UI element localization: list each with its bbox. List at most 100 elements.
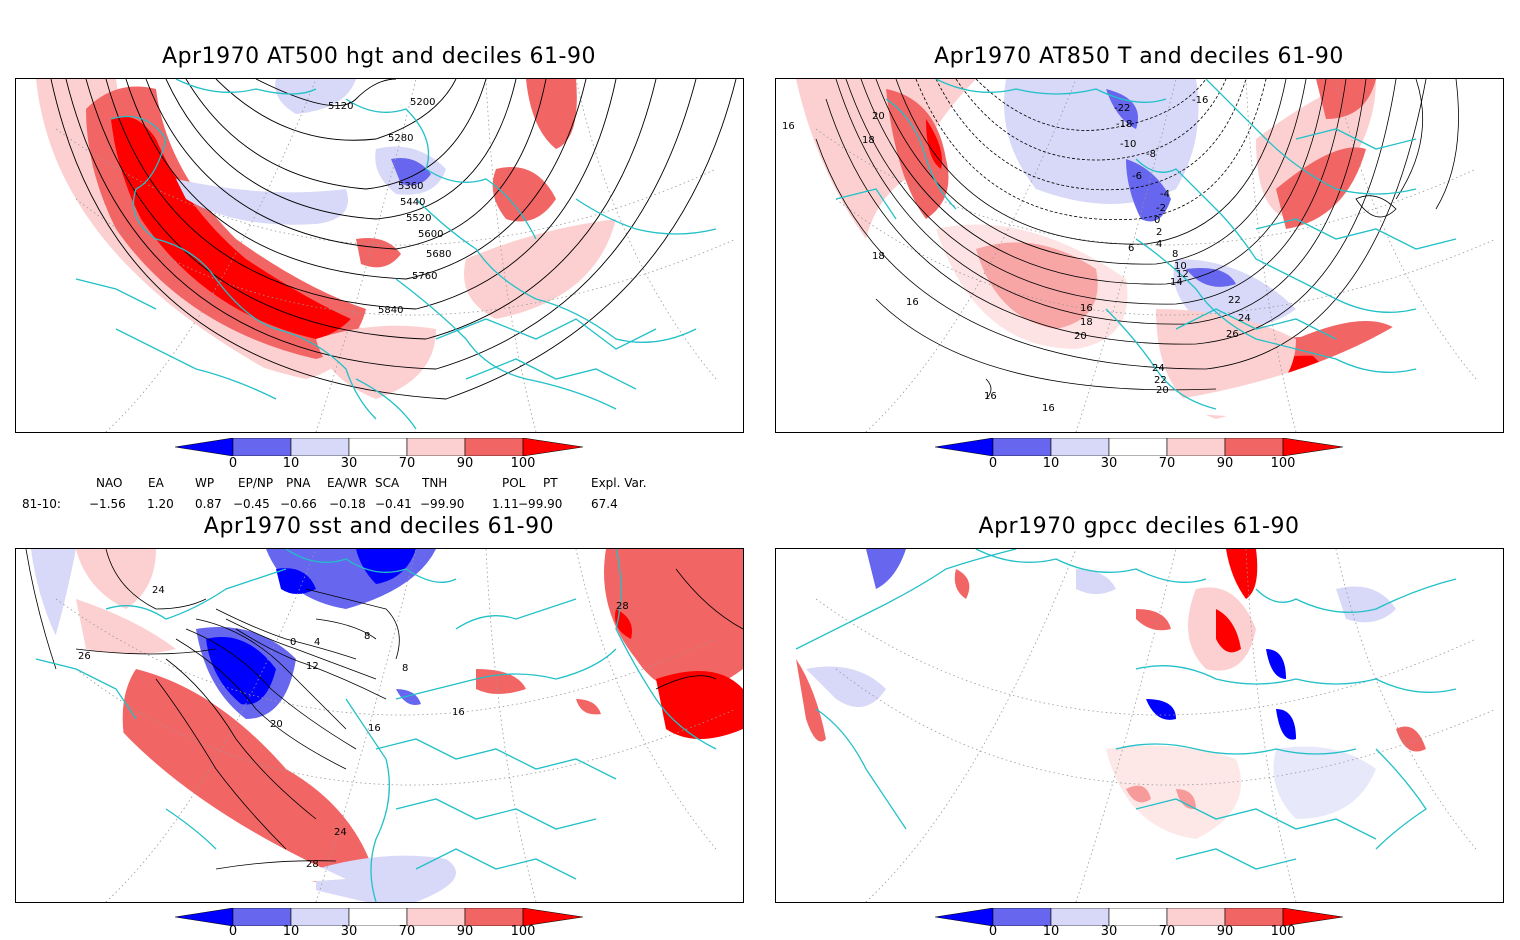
idx-value: −0.45 xyxy=(233,497,270,511)
cb-tick: 90 xyxy=(1216,456,1234,471)
cb-tick: 100 xyxy=(510,456,536,471)
svg-text:-16: -16 xyxy=(1192,95,1208,106)
idx-value: 0.87 xyxy=(195,497,222,511)
cb-tick: 10 xyxy=(1042,456,1060,471)
svg-text:16: 16 xyxy=(1042,403,1055,414)
svg-text:12: 12 xyxy=(1176,269,1189,280)
cb-tick: 70 xyxy=(398,456,416,471)
svg-text:5360: 5360 xyxy=(398,181,423,192)
svg-text:6: 6 xyxy=(1128,243,1134,254)
svg-text:4: 4 xyxy=(1156,239,1162,250)
cb-tick: 0 xyxy=(228,456,238,471)
svg-text:5680: 5680 xyxy=(426,249,451,260)
svg-text:22: 22 xyxy=(1154,375,1167,386)
idx-header: EA xyxy=(148,476,164,490)
idx-value: −0.18 xyxy=(329,497,366,511)
svg-text:24: 24 xyxy=(1238,313,1251,324)
svg-text:-8: -8 xyxy=(1146,149,1156,160)
svg-text:0: 0 xyxy=(290,637,296,648)
svg-text:10: 10 xyxy=(1174,261,1187,272)
svg-text:12: 12 xyxy=(306,661,319,672)
svg-text:5280: 5280 xyxy=(388,133,413,144)
idx-header: POL xyxy=(502,476,526,490)
idx-header: TNH xyxy=(422,476,448,490)
panel-title-sst: Apr1970 sst and deciles 61-90 xyxy=(203,514,555,539)
svg-text:26: 26 xyxy=(1226,329,1239,340)
svg-text:24: 24 xyxy=(334,827,347,838)
svg-text:8: 8 xyxy=(402,663,408,674)
map-panel-sst: 24 26 0 4 8 12 16 20 24 28 28 16 8 xyxy=(15,548,744,903)
cb-tick: 70 xyxy=(1158,456,1176,471)
idx-value: −99.90 xyxy=(518,497,563,511)
svg-text:4: 4 xyxy=(314,637,320,648)
svg-text:20: 20 xyxy=(872,111,885,122)
cb-tick: 10 xyxy=(1042,924,1060,939)
svg-text:5840: 5840 xyxy=(378,305,403,316)
svg-text:5200: 5200 xyxy=(410,97,435,108)
idx-header: PT xyxy=(543,476,558,490)
idx-header: EA/WR xyxy=(327,476,368,490)
panel-title-t850: Apr1970 AT850 T and deciles 61-90 xyxy=(934,44,1344,69)
colorbar-gpcc xyxy=(935,908,1344,926)
svg-text:22: 22 xyxy=(1228,295,1241,306)
cb-tick: 0 xyxy=(988,924,998,939)
idx-value: −99.90 xyxy=(420,497,465,511)
idx-value: 67.4 xyxy=(591,497,618,511)
cb-tick: 30 xyxy=(340,456,358,471)
panel-title-gpcc: Apr1970 gpcc deciles 61-90 xyxy=(978,514,1300,539)
svg-text:24: 24 xyxy=(152,585,165,596)
cb-tick: 90 xyxy=(456,456,474,471)
svg-text:20: 20 xyxy=(1074,331,1087,342)
cb-tick: 0 xyxy=(988,456,998,471)
idx-header: PNA xyxy=(286,476,311,490)
svg-text:20: 20 xyxy=(1156,385,1169,396)
svg-text:16: 16 xyxy=(452,707,465,718)
cb-tick: 30 xyxy=(1100,456,1118,471)
idx-header: EP/NP xyxy=(238,476,274,490)
svg-text:16: 16 xyxy=(1080,303,1093,314)
svg-text:16: 16 xyxy=(906,297,919,308)
svg-text:26: 26 xyxy=(78,651,91,662)
svg-text:28: 28 xyxy=(616,601,629,612)
cb-tick: 70 xyxy=(1158,924,1176,939)
cb-tick: 70 xyxy=(398,924,416,939)
svg-text:24: 24 xyxy=(1152,363,1165,374)
cb-tick: 30 xyxy=(1100,924,1118,939)
svg-text:8: 8 xyxy=(1172,249,1178,260)
cb-tick: 100 xyxy=(1270,456,1296,471)
cb-tick: 0 xyxy=(228,924,238,939)
colorbar-sst xyxy=(175,908,584,926)
svg-text:5520: 5520 xyxy=(406,213,431,224)
svg-text:-2: -2 xyxy=(1156,203,1166,214)
cb-tick: 100 xyxy=(510,924,536,939)
cb-tick: 90 xyxy=(1216,924,1234,939)
idx-value: −1.56 xyxy=(89,497,126,511)
idx-value: 1.11 xyxy=(492,497,519,511)
cb-tick: 90 xyxy=(456,924,474,939)
svg-text:18: 18 xyxy=(872,251,885,262)
svg-text:18: 18 xyxy=(862,135,875,146)
map-panel-hgt500: 5120 5200 5280 5360 5440 5520 5600 5680 5760… xyxy=(15,78,744,433)
svg-text:-18: -18 xyxy=(1116,119,1132,130)
idx-header: Expl. Var. xyxy=(591,476,647,490)
cb-tick: 10 xyxy=(282,924,300,939)
svg-text:5120: 5120 xyxy=(328,101,353,112)
svg-text:0: 0 xyxy=(1154,215,1160,226)
panel-title-hgt500: Apr1970 AT500 hgt and deciles 61-90 xyxy=(162,44,596,69)
svg-text:18: 18 xyxy=(1080,317,1093,328)
svg-text:16: 16 xyxy=(984,391,997,402)
map-panel-gpcc xyxy=(775,548,1504,903)
idx-value: −0.41 xyxy=(375,497,412,511)
svg-text:14: 14 xyxy=(1170,277,1183,288)
svg-text:16: 16 xyxy=(368,723,381,734)
svg-text:5600: 5600 xyxy=(418,229,443,240)
idx-value: −0.66 xyxy=(280,497,317,511)
cb-tick: 30 xyxy=(340,924,358,939)
svg-text:20: 20 xyxy=(270,719,283,730)
idx-header: WP xyxy=(195,476,215,490)
svg-text:2: 2 xyxy=(1156,227,1162,238)
colorbar-hgt500 xyxy=(175,438,584,456)
svg-text:16: 16 xyxy=(782,121,795,132)
svg-text:-4: -4 xyxy=(1160,189,1170,200)
